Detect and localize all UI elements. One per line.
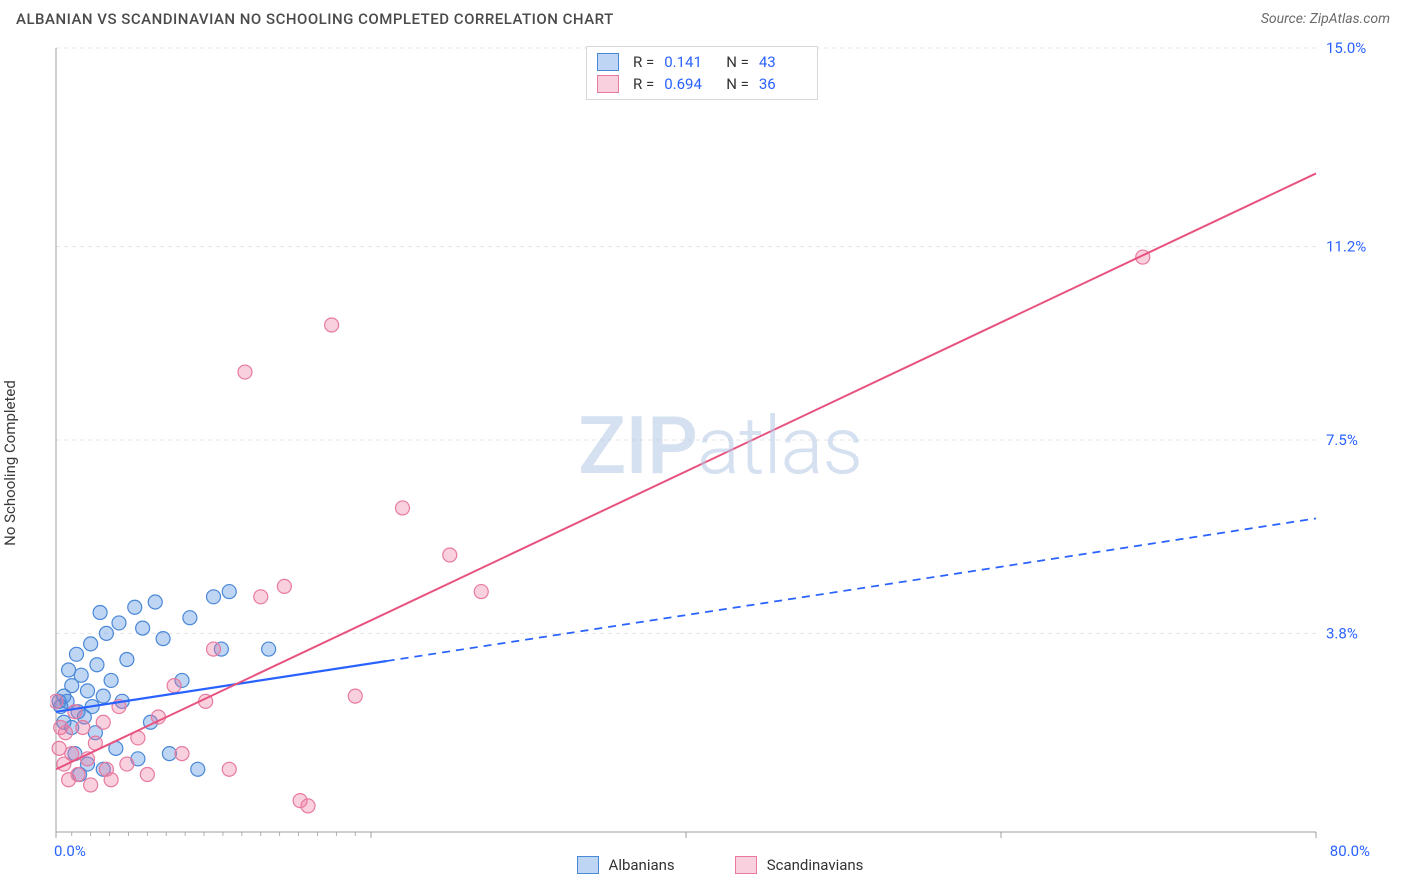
- y-tick-label: 7.5%: [1326, 431, 1358, 449]
- data-point: [99, 626, 113, 640]
- n-value: 36: [759, 73, 807, 95]
- data-point: [120, 757, 134, 771]
- data-point: [74, 668, 88, 682]
- data-point: [71, 768, 85, 782]
- stats-legend-row: R = 0.141 N = 43: [597, 51, 807, 73]
- data-point: [69, 647, 83, 661]
- data-point: [62, 663, 76, 677]
- chart-title: ALBANIAN VS SCANDINAVIAN NO SCHOOLING CO…: [16, 10, 614, 28]
- legend-swatch: [577, 856, 599, 874]
- stats-legend-row: R = 0.694 N = 36: [597, 73, 807, 95]
- data-point: [84, 637, 98, 651]
- data-point: [112, 616, 126, 630]
- data-point: [136, 621, 150, 635]
- data-point: [301, 799, 315, 813]
- data-point: [474, 585, 488, 599]
- chart-header: ALBANIAN VS SCANDINAVIAN NO SCHOOLING CO…: [0, 0, 1406, 34]
- data-point: [58, 726, 72, 740]
- data-point: [277, 579, 291, 593]
- y-axis-label: No Schooling Completed: [1, 380, 19, 546]
- data-point: [348, 689, 362, 703]
- data-point: [254, 590, 268, 604]
- data-point: [90, 658, 104, 672]
- legend-item: Albanians: [577, 856, 675, 874]
- data-point: [76, 720, 90, 734]
- y-tick-label: 15.0%: [1326, 42, 1366, 57]
- data-point: [96, 715, 110, 729]
- data-point: [238, 365, 252, 379]
- data-point: [104, 673, 118, 687]
- data-point: [183, 611, 197, 625]
- data-point: [140, 768, 154, 782]
- series-legend: Albanians Scandinavians: [50, 856, 1390, 878]
- data-point: [84, 778, 98, 792]
- regression-line-extrap: [387, 518, 1316, 661]
- data-point: [191, 762, 205, 776]
- data-point: [222, 585, 236, 599]
- data-point: [207, 590, 221, 604]
- r-label: R =: [633, 73, 654, 95]
- legend-label: Scandinavians: [767, 856, 864, 874]
- legend-label: Albanians: [609, 856, 675, 874]
- y-tick-label: 11.2%: [1326, 238, 1366, 256]
- legend-item: Scandinavians: [735, 856, 864, 874]
- n-label: N =: [726, 73, 749, 95]
- data-point: [175, 747, 189, 761]
- source-label: Source: ZipAtlas.com: [1261, 11, 1390, 27]
- stats-legend-box: R = 0.141 N = 43 R = 0.694 N = 36: [586, 46, 818, 100]
- data-point: [128, 600, 142, 614]
- data-point: [52, 741, 66, 755]
- r-value: 0.141: [664, 51, 712, 73]
- n-label: N =: [726, 51, 749, 73]
- data-point: [167, 679, 181, 693]
- data-point: [81, 684, 95, 698]
- data-point: [262, 642, 276, 656]
- scatter-plot-svg: 3.8%7.5%11.2%15.0%0.0%80.0%: [50, 42, 1390, 884]
- data-point: [396, 501, 410, 515]
- data-point: [96, 689, 110, 703]
- plot-area: 3.8%7.5%11.2%15.0%0.0%80.0% ZIPatlas R =…: [50, 42, 1390, 884]
- legend-swatch: [597, 53, 619, 71]
- chart-container: No Schooling Completed 3.8%7.5%11.2%15.0…: [16, 42, 1390, 884]
- data-point: [162, 747, 176, 761]
- regression-line: [56, 661, 387, 712]
- legend-swatch: [735, 856, 757, 874]
- legend-swatch: [597, 75, 619, 93]
- data-point: [207, 642, 221, 656]
- data-point: [68, 705, 82, 719]
- data-point: [120, 653, 134, 667]
- data-point: [443, 548, 457, 562]
- y-tick-label: 3.8%: [1326, 624, 1358, 642]
- n-value: 43: [759, 51, 807, 73]
- data-point: [93, 605, 107, 619]
- data-point: [148, 595, 162, 609]
- r-label: R =: [633, 51, 654, 73]
- data-point: [325, 318, 339, 332]
- data-point: [222, 762, 236, 776]
- data-point: [156, 632, 170, 646]
- data-point: [50, 694, 63, 708]
- data-point: [104, 773, 118, 787]
- regression-line: [56, 173, 1316, 769]
- r-value: 0.694: [664, 73, 712, 95]
